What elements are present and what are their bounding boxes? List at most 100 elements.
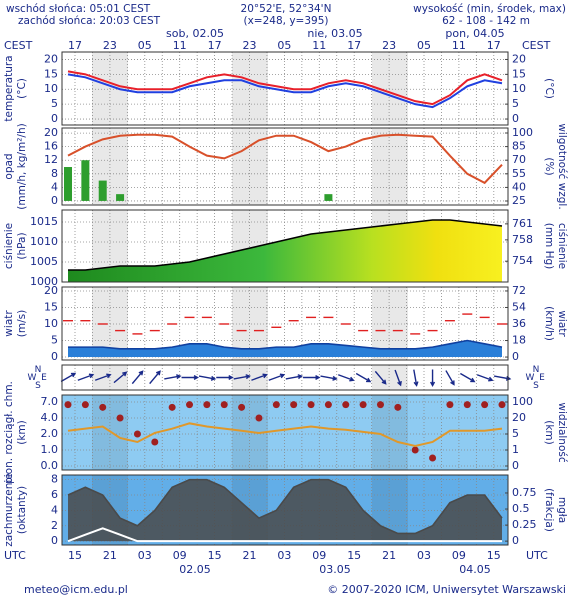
dot (81, 401, 89, 409)
night-band (232, 52, 268, 125)
y2-axis-unit: (frakcja) (543, 488, 555, 532)
wind-arrow (181, 374, 199, 381)
y2-tick-label: 10 (512, 82, 526, 95)
compass-label: N (533, 365, 540, 375)
y-tick-label: 6 (51, 488, 58, 501)
cest-hour: 11 (452, 39, 466, 52)
cest-hour: 11 (312, 39, 326, 52)
wind-arrow (413, 369, 419, 387)
compass-label: W (526, 373, 535, 383)
cest-hour: 05 (417, 39, 431, 52)
y-tick-label: 20 (44, 126, 58, 139)
dot (481, 401, 489, 409)
wind-arrow (113, 371, 128, 384)
y-axis-title: wiatr (3, 310, 15, 337)
y2-tick-label: 0.25 (512, 518, 537, 531)
sunset: zachód słońca: 20:03 CEST (18, 15, 161, 27)
y-tick-label: 15 (44, 300, 58, 313)
y-tick-label: 0 (51, 194, 58, 207)
y-axis-title: ciśnienie (3, 223, 15, 269)
y-axis-title: temperatura (3, 55, 15, 121)
day-label: sob, 02.05 (166, 27, 224, 40)
y2-tick-label: 20 (512, 52, 526, 65)
night-band (92, 128, 128, 205)
utc-hour: 15 (347, 549, 361, 562)
dot (238, 403, 246, 411)
cest-hour: 17 (347, 39, 361, 52)
email[interactable]: meteo@icm.edu.pl (24, 583, 128, 596)
panel: 0.0 1.0 2.0 4.0 7.0 0 1 5 20 100 pion. rozciągł. c… (3, 381, 568, 484)
bar (81, 160, 90, 201)
y2-axis-unit: (°C) (543, 78, 555, 99)
compass-label: S (35, 381, 41, 391)
dot (324, 401, 332, 409)
panel-frame (61, 127, 509, 206)
dot (64, 401, 72, 409)
panel-frame (61, 394, 509, 471)
y2-tick-label: 72 (512, 284, 526, 297)
y-tick-label: 4 (51, 180, 58, 193)
y-tick-label: 0 (51, 350, 58, 363)
y2-axis-title: wilgotność wzgl. (556, 123, 568, 209)
cest-hour: 23 (382, 39, 396, 52)
night-band (372, 128, 408, 205)
y2-tick-label: 25 (512, 194, 526, 207)
dot (429, 454, 437, 462)
dot (376, 401, 384, 409)
y2-axis-unit: (km) (543, 420, 555, 445)
y-axis-unit: (oktanty) (16, 486, 28, 534)
y2-axis-unit: (km/h) (543, 306, 555, 341)
cest-hour: 17 (208, 39, 222, 52)
bar (64, 167, 72, 201)
wind-arrow (131, 370, 144, 385)
y2-tick-label: 70 (512, 153, 526, 166)
y-tick-label: 15 (44, 67, 58, 80)
bottom-zone: UTC (4, 549, 26, 562)
copyright: © 2007-2020 ICM, Uniwersytet Warszawski (327, 583, 566, 596)
wind-arrow (445, 370, 455, 386)
dot (272, 401, 280, 409)
series-line (67, 70, 503, 106)
bottom-zone: UTC (526, 549, 548, 562)
y-tick-label: 4.0 (41, 411, 59, 424)
wind-arrow (216, 374, 234, 381)
y-tick-label: 7.0 (41, 395, 59, 408)
dot (342, 401, 350, 409)
wind-arrow (268, 373, 286, 381)
y2-tick-label: 100 (512, 395, 533, 408)
utc-hour: 03 (277, 549, 291, 562)
y-axis-unit: (mm/h, kg/m²/h) (16, 123, 28, 209)
panel-frame (61, 474, 509, 546)
y-axis-unit: (m/s) (16, 310, 28, 337)
wind-arrow (430, 369, 436, 387)
y2-tick-label: 100 (512, 126, 533, 139)
y-tick-label: 8 (51, 473, 58, 486)
series-line (67, 527, 502, 543)
y2-tick-label: 0 (512, 112, 519, 125)
utc-hour: 09 (173, 549, 187, 562)
series-line (67, 422, 503, 448)
bar (98, 180, 107, 201)
y-tick-label: 1010 (30, 235, 58, 248)
top-zone: CEST (4, 39, 33, 52)
y2-tick-label: 55 (512, 167, 526, 180)
dot (116, 414, 124, 422)
y2-tick-label: 0.75 (512, 486, 537, 499)
utc-hour: 21 (103, 549, 117, 562)
wind-arrow (164, 374, 182, 380)
y-tick-label: 1.0 (41, 443, 59, 456)
y2-tick-label: 36 (512, 317, 526, 330)
compass-label: S (533, 381, 539, 391)
night-band (232, 128, 268, 205)
panel-frame (61, 364, 509, 391)
y2-tick-label: 85 (512, 140, 526, 153)
wind-arrow (476, 374, 494, 382)
elevation-label: wysokość (min, środek, max) (413, 3, 566, 15)
y2-tick-label: 0 (512, 350, 519, 363)
y-tick-label: 0.0 (41, 459, 59, 472)
day-label: nie, 03.05 (307, 27, 362, 40)
